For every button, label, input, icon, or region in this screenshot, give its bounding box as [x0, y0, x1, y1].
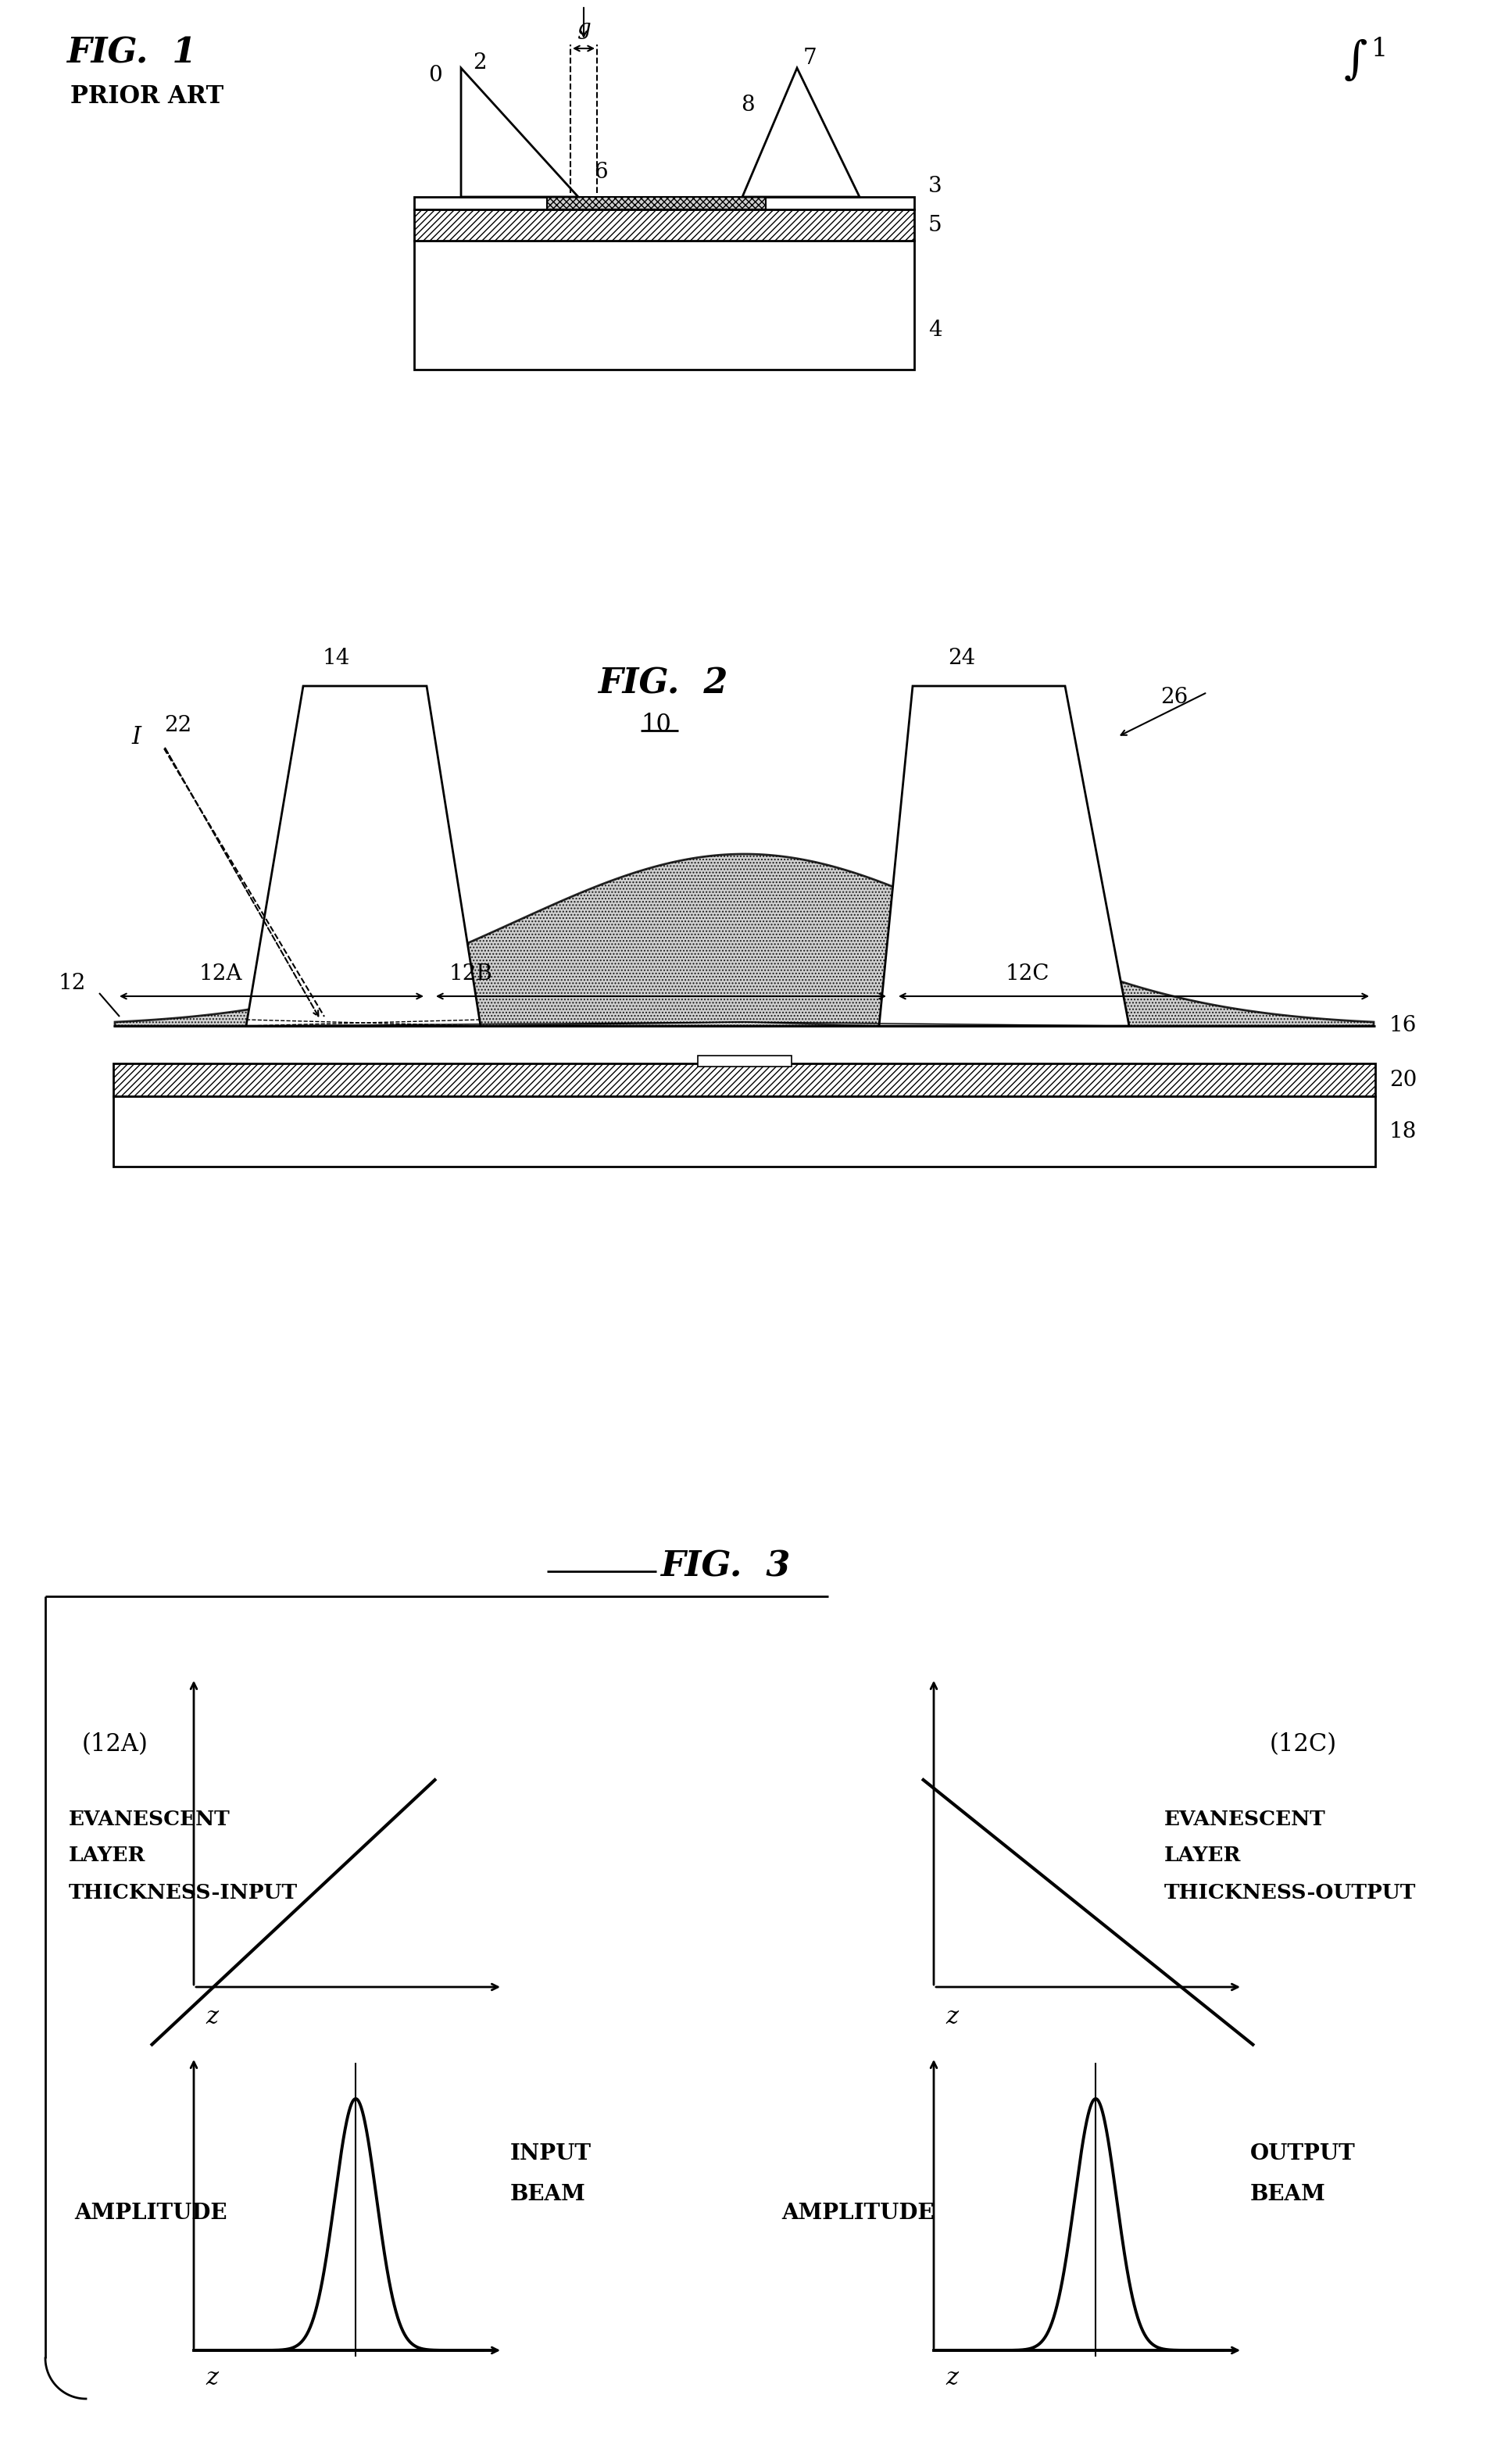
Text: 5: 5: [928, 215, 942, 235]
Text: z: z: [206, 2005, 218, 2029]
Text: ∫: ∫: [1344, 39, 1368, 83]
Text: EVANESCENT: EVANESCENT: [68, 1809, 230, 1829]
Text: 6: 6: [594, 162, 608, 184]
Text: FIG.  1: FIG. 1: [67, 37, 197, 71]
Text: 22: 22: [165, 715, 192, 737]
Text: 2: 2: [473, 51, 487, 73]
Text: 10: 10: [641, 712, 671, 737]
Text: 12: 12: [59, 972, 86, 994]
Text: LAYER: LAYER: [1164, 1846, 1241, 1865]
Text: 24: 24: [948, 649, 975, 668]
Text: z: z: [945, 2005, 959, 2029]
Bar: [113, 1062, 1376, 1097]
Polygon shape: [115, 854, 1374, 1026]
Text: AMPLITUDE: AMPLITUDE: [74, 2203, 227, 2225]
Bar: [113, 1097, 1376, 1168]
Bar: [414, 211, 915, 240]
Bar: [414, 240, 915, 370]
Text: INPUT: INPUT: [510, 2142, 591, 2164]
Text: FIG.  3: FIG. 3: [661, 1550, 791, 1584]
Text: AMPLITUDE: AMPLITUDE: [782, 2203, 934, 2225]
Polygon shape: [461, 69, 578, 196]
Text: THICKNESS-OUTPUT: THICKNESS-OUTPUT: [1164, 1883, 1417, 1902]
Text: OUTPUT: OUTPUT: [1250, 2142, 1356, 2164]
Bar: [414, 196, 915, 211]
Text: 8: 8: [741, 93, 754, 115]
Text: 12B: 12B: [449, 965, 493, 984]
Text: 0: 0: [428, 66, 442, 86]
Text: BEAM: BEAM: [1250, 2184, 1326, 2206]
Text: g: g: [576, 20, 591, 39]
Text: LAYER: LAYER: [68, 1846, 145, 1865]
Text: z: z: [206, 2365, 218, 2389]
Text: (12A): (12A): [82, 1733, 148, 1758]
Text: 12A: 12A: [200, 965, 242, 984]
Text: 18: 18: [1390, 1121, 1417, 1141]
Text: BEAM: BEAM: [510, 2184, 585, 2206]
Text: 26: 26: [1160, 688, 1188, 707]
Text: 14: 14: [322, 649, 351, 668]
Text: I: I: [132, 725, 141, 749]
Bar: [697, 1055, 791, 1067]
Polygon shape: [878, 685, 1129, 1026]
Text: 7: 7: [803, 47, 816, 69]
Text: EVANESCENT: EVANESCENT: [1164, 1809, 1326, 1829]
Bar: [547, 196, 765, 211]
Text: 3: 3: [928, 176, 942, 196]
Text: FIG.  2: FIG. 2: [597, 666, 727, 700]
Text: (12C): (12C): [1270, 1733, 1337, 1758]
Text: 4: 4: [928, 321, 942, 340]
Text: 16: 16: [1390, 1016, 1417, 1036]
Text: z: z: [945, 2365, 959, 2389]
Text: 12C: 12C: [1005, 965, 1049, 984]
Polygon shape: [246, 685, 481, 1026]
Text: 20: 20: [1390, 1070, 1417, 1089]
Text: THICKNESS-INPUT: THICKNESS-INPUT: [68, 1883, 298, 1902]
Text: 1: 1: [1371, 37, 1388, 61]
Polygon shape: [742, 69, 859, 196]
Text: PRIOR ART: PRIOR ART: [71, 83, 224, 108]
